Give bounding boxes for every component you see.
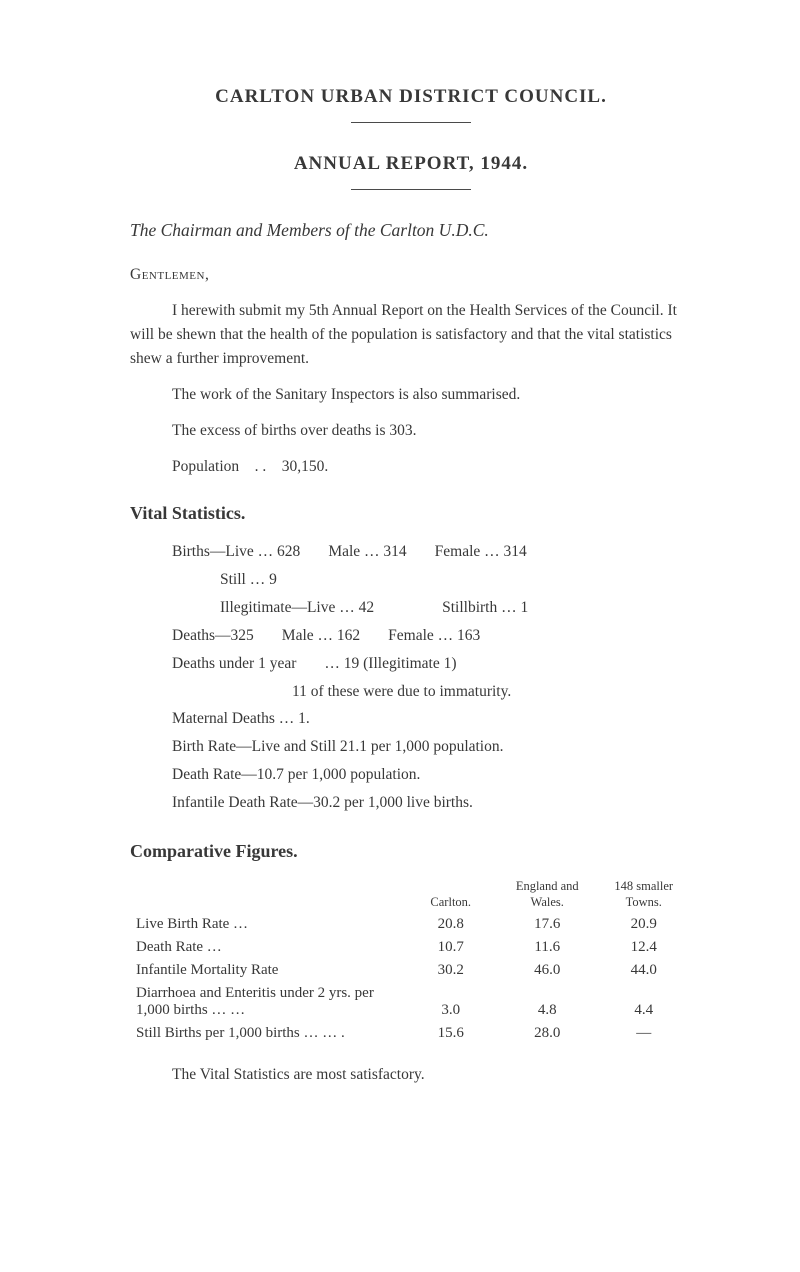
table-row: Death Rate … 10.7 11.6 12.4 bbox=[130, 936, 692, 959]
vs-birth-rate: Birth Rate—Live and Still 21.1 per 1,000… bbox=[172, 733, 692, 761]
vs-l3b: Stillbirth … 1 bbox=[442, 594, 528, 622]
comparative-figures-heading: Comparative Figures. bbox=[130, 841, 692, 862]
cell-carlton: 15.6 bbox=[402, 1022, 499, 1045]
vs-l5b: … 19 (Illegitimate 1) bbox=[324, 650, 456, 678]
document-page: CARLTON URBAN DISTRICT COUNCIL. ANNUAL R… bbox=[0, 0, 800, 1159]
row-label: Live Birth Rate … bbox=[130, 913, 402, 936]
cell-england: 11.6 bbox=[499, 936, 596, 959]
cell-towns: 44.0 bbox=[595, 959, 692, 982]
vs-immaturity-note: 11 of these were due to immaturity. bbox=[172, 678, 692, 706]
addressee-line: The Chairman and Members of the Carlton … bbox=[130, 220, 692, 241]
vs-deaths-under-1: Deaths under 1 year … 19 (Illegitimate 1… bbox=[172, 650, 692, 678]
vs-illegitimate: Illegitimate—Live … 42 Stillbirth … 1 bbox=[172, 594, 692, 622]
cell-carlton: 10.7 bbox=[402, 936, 499, 959]
vs-l1a: Births—Live … 628 bbox=[172, 538, 300, 566]
rule-under-title bbox=[351, 122, 471, 123]
row-label: Still Births per 1,000 births … … . bbox=[130, 1022, 402, 1045]
doc-title: CARLTON URBAN DISTRICT COUNCIL. bbox=[130, 86, 692, 108]
vs-l4b: Male … 162 bbox=[282, 622, 360, 650]
paragraph-2: The work of the Sanitary Inspectors is a… bbox=[130, 383, 692, 407]
paragraph-4: Population . . 30,150. bbox=[130, 455, 692, 479]
vs-l1c: Female … 314 bbox=[435, 538, 527, 566]
paragraph-1: I herewith submit my 5th Annual Report o… bbox=[130, 299, 692, 371]
vs-death-rate: Death Rate—10.7 per 1,000 population. bbox=[172, 761, 692, 789]
cell-carlton: 3.0 bbox=[402, 982, 499, 1022]
salutation-text: Gentlemen, bbox=[130, 266, 209, 283]
rule-under-subtitle bbox=[351, 189, 471, 190]
vs-l4c: Female … 163 bbox=[388, 622, 480, 650]
cell-towns: — bbox=[595, 1022, 692, 1045]
col-header-148-towns: 148 smaller Towns. bbox=[595, 876, 692, 913]
cell-towns: 4.4 bbox=[595, 982, 692, 1022]
vs-births-still: Still … 9 bbox=[172, 566, 692, 594]
cell-carlton: 20.8 bbox=[402, 913, 499, 936]
cell-england: 28.0 bbox=[499, 1022, 596, 1045]
salutation: Gentlemen, bbox=[130, 263, 692, 287]
vs-maternal-deaths: Maternal Deaths … 1. bbox=[172, 705, 692, 733]
row-label: Diarrhoea and Enteritis under 2 yrs. per… bbox=[130, 982, 402, 1022]
vs-infantile-death-rate: Infantile Death Rate—30.2 per 1,000 live… bbox=[172, 789, 692, 817]
vs-l3a: Illegitimate—Live … 42 bbox=[220, 594, 374, 622]
doc-subtitle: ANNUAL REPORT, 1944. bbox=[130, 153, 692, 175]
population-value: 30,150. bbox=[282, 458, 329, 475]
closing-paragraph: The Vital Statistics are most satisfacto… bbox=[130, 1063, 692, 1087]
table-header-row: Carlton. England and Wales. 148 smaller … bbox=[130, 876, 692, 913]
col-header-carlton: Carlton. bbox=[402, 876, 499, 913]
cell-england: 4.8 bbox=[499, 982, 596, 1022]
table-row: Still Births per 1,000 births … … . 15.6… bbox=[130, 1022, 692, 1045]
table-row: Live Birth Rate … 20.8 17.6 20.9 bbox=[130, 913, 692, 936]
vital-statistics-block: Births—Live … 628 Male … 314 Female … 31… bbox=[172, 538, 692, 817]
cell-towns: 20.9 bbox=[595, 913, 692, 936]
table-row: Diarrhoea and Enteritis under 2 yrs. per… bbox=[130, 982, 692, 1022]
vs-deaths: Deaths—325 Male … 162 Female … 163 bbox=[172, 622, 692, 650]
population-label: Population bbox=[172, 458, 239, 475]
cell-carlton: 30.2 bbox=[402, 959, 499, 982]
vital-statistics-heading: Vital Statistics. bbox=[130, 503, 692, 524]
row-label: Death Rate … bbox=[130, 936, 402, 959]
col-header-england-wales: England and Wales. bbox=[499, 876, 596, 913]
table-row: Infantile Mortality Rate 30.2 46.0 44.0 bbox=[130, 959, 692, 982]
comparative-table: Carlton. England and Wales. 148 smaller … bbox=[130, 876, 692, 1045]
row-label: Infantile Mortality Rate bbox=[130, 959, 402, 982]
cell-towns: 12.4 bbox=[595, 936, 692, 959]
vs-l5a: Deaths under 1 year bbox=[172, 650, 296, 678]
vs-l1b: Male … 314 bbox=[328, 538, 406, 566]
vs-births-live: Births—Live … 628 Male … 314 Female … 31… bbox=[172, 538, 692, 566]
cell-england: 46.0 bbox=[499, 959, 596, 982]
cell-england: 17.6 bbox=[499, 913, 596, 936]
paragraph-3: The excess of births over deaths is 303. bbox=[130, 419, 692, 443]
vs-l4a: Deaths—325 bbox=[172, 622, 254, 650]
